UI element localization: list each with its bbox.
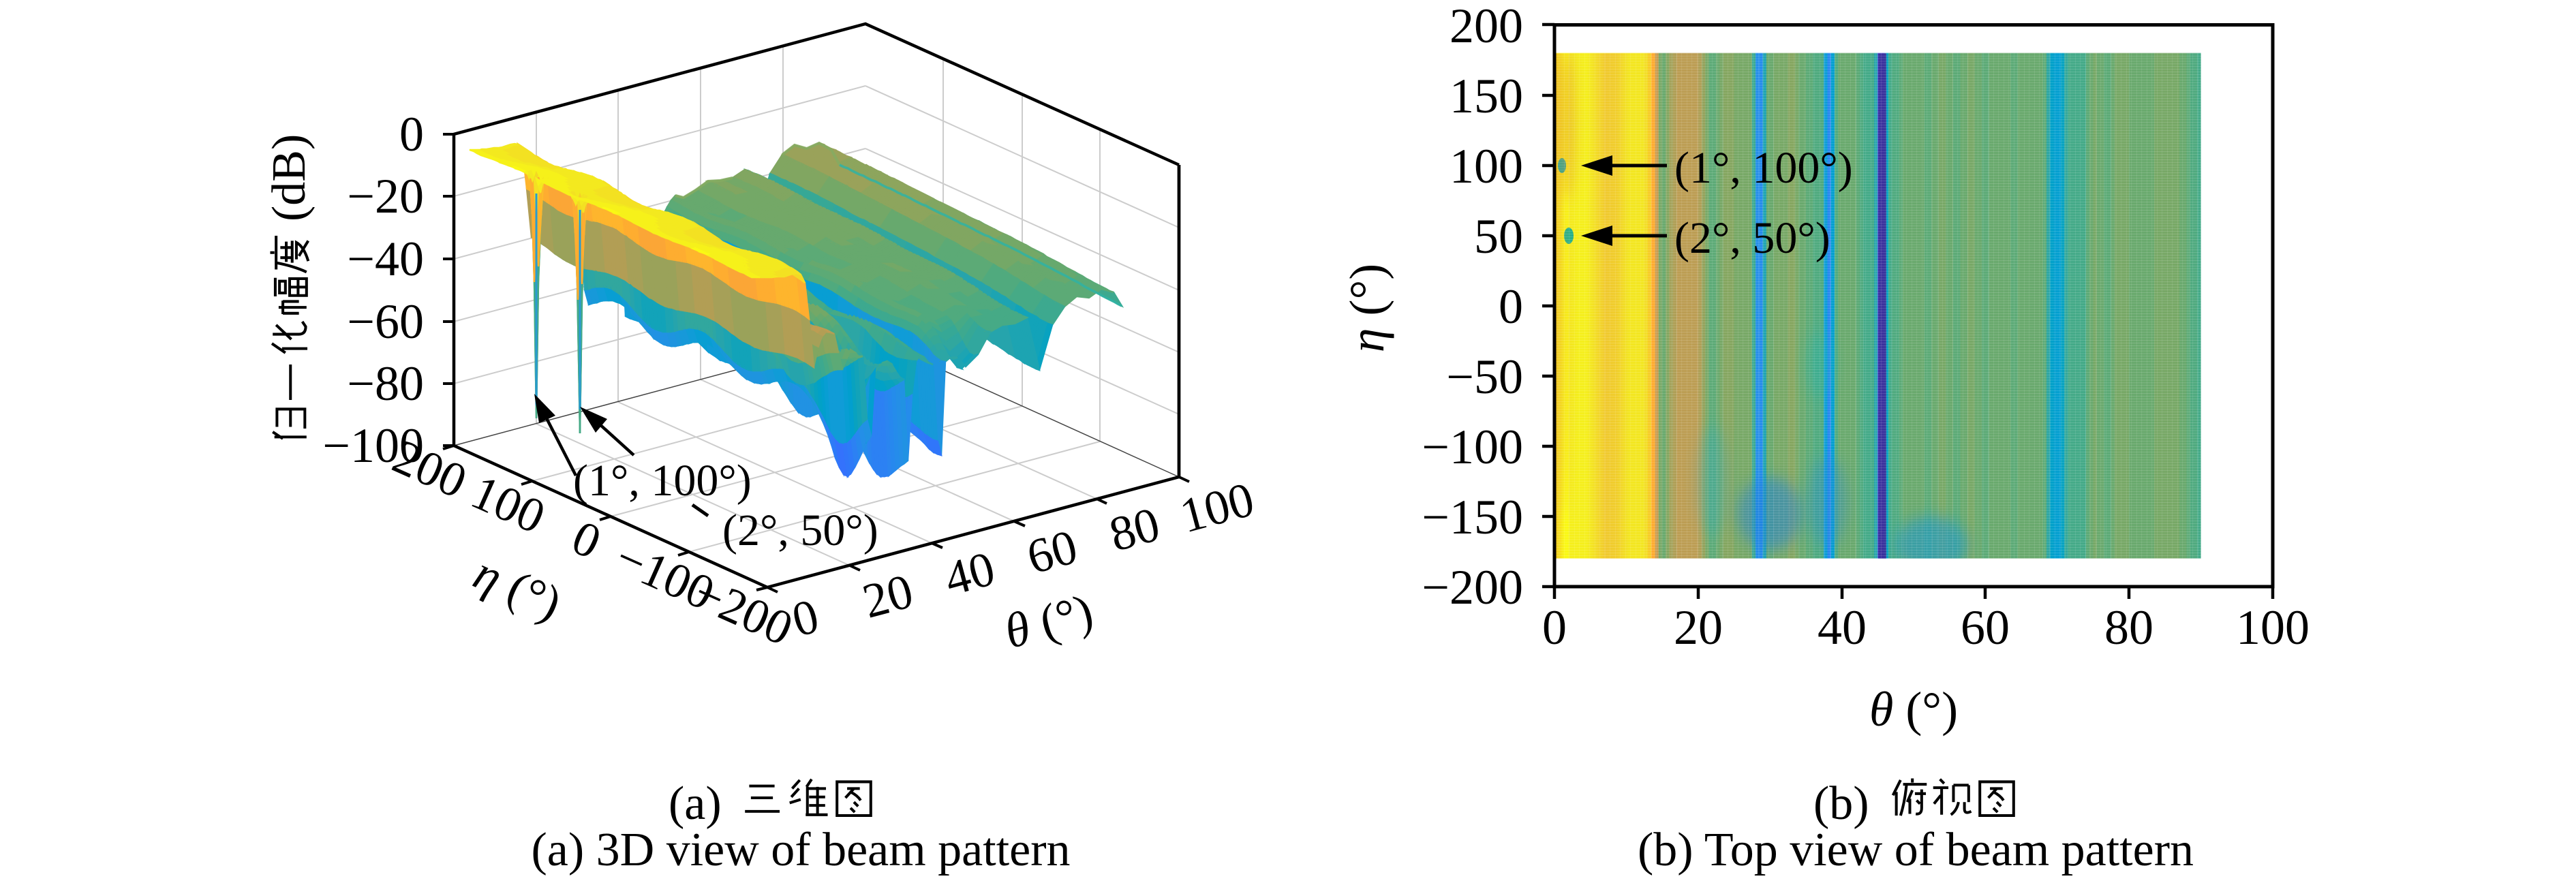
svg-text:(a) 3D view of beam pattern: (a) 3D view of beam pattern bbox=[531, 824, 1070, 876]
svg-text:−200: −200 bbox=[686, 565, 801, 656]
svg-text:θ (°): θ (°) bbox=[1869, 682, 1958, 737]
svg-text:(dB): (dB) bbox=[263, 134, 316, 221]
svg-text:20: 20 bbox=[1674, 600, 1723, 655]
svg-text:θ (°): θ (°) bbox=[999, 583, 1099, 659]
svg-text:60: 60 bbox=[1022, 519, 1083, 585]
svg-text:(b): (b) bbox=[1813, 777, 1869, 830]
svg-text:−40: −40 bbox=[347, 232, 424, 286]
svg-text:0: 0 bbox=[1542, 600, 1567, 655]
svg-text:−150: −150 bbox=[1422, 490, 1523, 544]
svg-text:100: 100 bbox=[1450, 139, 1523, 193]
svg-text:−100: −100 bbox=[1422, 420, 1523, 474]
svg-text:80: 80 bbox=[2104, 600, 2153, 655]
svg-text:−80: −80 bbox=[347, 356, 424, 411]
svg-text:0: 0 bbox=[564, 510, 609, 570]
svg-text:80: 80 bbox=[1104, 497, 1165, 562]
svg-text:(a): (a) bbox=[669, 777, 722, 830]
svg-text:−100: −100 bbox=[322, 418, 424, 473]
svg-text:50: 50 bbox=[1474, 209, 1523, 264]
svg-text:(b) Top view of beam pattern: (b) Top view of beam pattern bbox=[1638, 824, 2194, 876]
svg-text:η (°): η (°) bbox=[466, 545, 570, 631]
svg-text:−200: −200 bbox=[1422, 560, 1523, 615]
svg-text:0: 0 bbox=[786, 589, 824, 648]
svg-text:150: 150 bbox=[1450, 69, 1523, 123]
svg-text:−20: −20 bbox=[347, 169, 424, 223]
svg-text:−60: −60 bbox=[347, 294, 424, 349]
svg-text:−50: −50 bbox=[1446, 350, 1523, 404]
svg-text:60: 60 bbox=[1961, 600, 2010, 655]
svg-text:200: 200 bbox=[1450, 0, 1523, 53]
svg-text:40: 40 bbox=[1818, 600, 1867, 655]
svg-text:η (°): η (°) bbox=[1340, 264, 1394, 352]
svg-text:100: 100 bbox=[463, 465, 553, 544]
svg-text:(2°, 50°): (2°, 50°) bbox=[1674, 213, 1830, 263]
svg-text:(2°, 50°): (2°, 50°) bbox=[722, 506, 878, 555]
svg-text:40: 40 bbox=[939, 541, 1000, 606]
svg-text:(1°, 100°): (1°, 100°) bbox=[573, 456, 752, 506]
svg-text:100: 100 bbox=[2236, 600, 2310, 655]
svg-text:0: 0 bbox=[399, 107, 424, 161]
svg-text:20: 20 bbox=[857, 563, 919, 629]
svg-text:(1°, 100°): (1°, 100°) bbox=[1674, 143, 1853, 193]
svg-text:100: 100 bbox=[1174, 471, 1259, 543]
svg-text:0: 0 bbox=[1499, 279, 1523, 334]
